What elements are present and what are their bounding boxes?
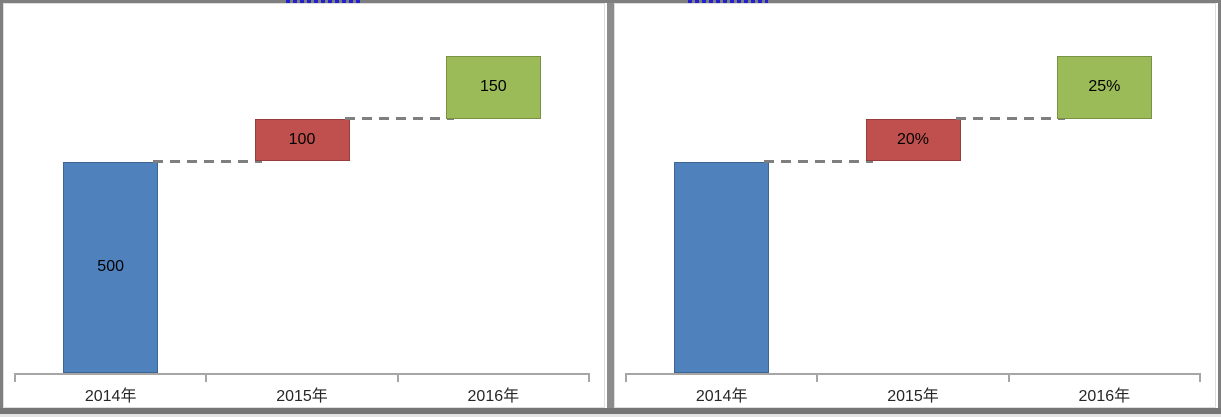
x-axis-tick bbox=[14, 373, 16, 382]
waterfall-bar bbox=[865, 119, 961, 162]
x-axis-label: 2016年 bbox=[467, 388, 520, 405]
frame-border-bottom-light bbox=[0, 414, 1221, 417]
frame-border-bottom bbox=[0, 408, 1221, 414]
frame-border-left bbox=[0, 0, 3, 417]
connector-line bbox=[764, 159, 874, 163]
x-axis-label: 2014年 bbox=[695, 388, 748, 405]
x-axis-tick bbox=[625, 373, 627, 382]
bar-value-label: 100 bbox=[288, 131, 316, 149]
bar-value-label: 25% bbox=[1088, 78, 1121, 96]
x-axis-label: 2015年 bbox=[276, 388, 328, 405]
frame-border-right bbox=[1218, 0, 1221, 417]
chart-panel: 2014年 2015年 2016年 20% 25% bbox=[614, 3, 1216, 408]
x-axis-line bbox=[15, 373, 589, 375]
waterfall-bar bbox=[254, 119, 350, 162]
waterfall-bar bbox=[445, 55, 541, 120]
bar-value-label: 500 bbox=[97, 258, 124, 276]
panel-divider bbox=[607, 0, 614, 417]
clipped-hyperlink-dots-right[interactable] bbox=[688, 0, 768, 3]
waterfall-bar bbox=[1056, 55, 1152, 120]
x-axis-tick bbox=[816, 373, 819, 382]
x-axis-label: 2016年 bbox=[1078, 388, 1131, 405]
x-axis-tick bbox=[1199, 373, 1201, 382]
x-axis-tick bbox=[396, 373, 399, 382]
waterfall-bar bbox=[63, 161, 159, 373]
connector-line bbox=[955, 117, 1065, 121]
bar-value-label: 20% bbox=[896, 131, 930, 149]
chart-panel: 2014年 2015年 2016年 500 100 150 bbox=[3, 3, 605, 408]
x-axis-label: 2014年 bbox=[84, 388, 137, 405]
connector-line bbox=[344, 117, 454, 121]
x-axis-tick bbox=[1007, 373, 1010, 382]
x-axis-label: 2015年 bbox=[887, 388, 939, 405]
frame-border-top bbox=[0, 0, 1221, 3]
x-axis-tick bbox=[205, 373, 208, 382]
x-axis-line bbox=[626, 373, 1200, 375]
clipped-hyperlink-dots-left[interactable] bbox=[286, 0, 362, 3]
x-axis-tick bbox=[588, 373, 590, 382]
connector-line bbox=[153, 159, 263, 163]
waterfall-bar bbox=[674, 161, 770, 373]
bar-value-label: 150 bbox=[479, 78, 507, 96]
